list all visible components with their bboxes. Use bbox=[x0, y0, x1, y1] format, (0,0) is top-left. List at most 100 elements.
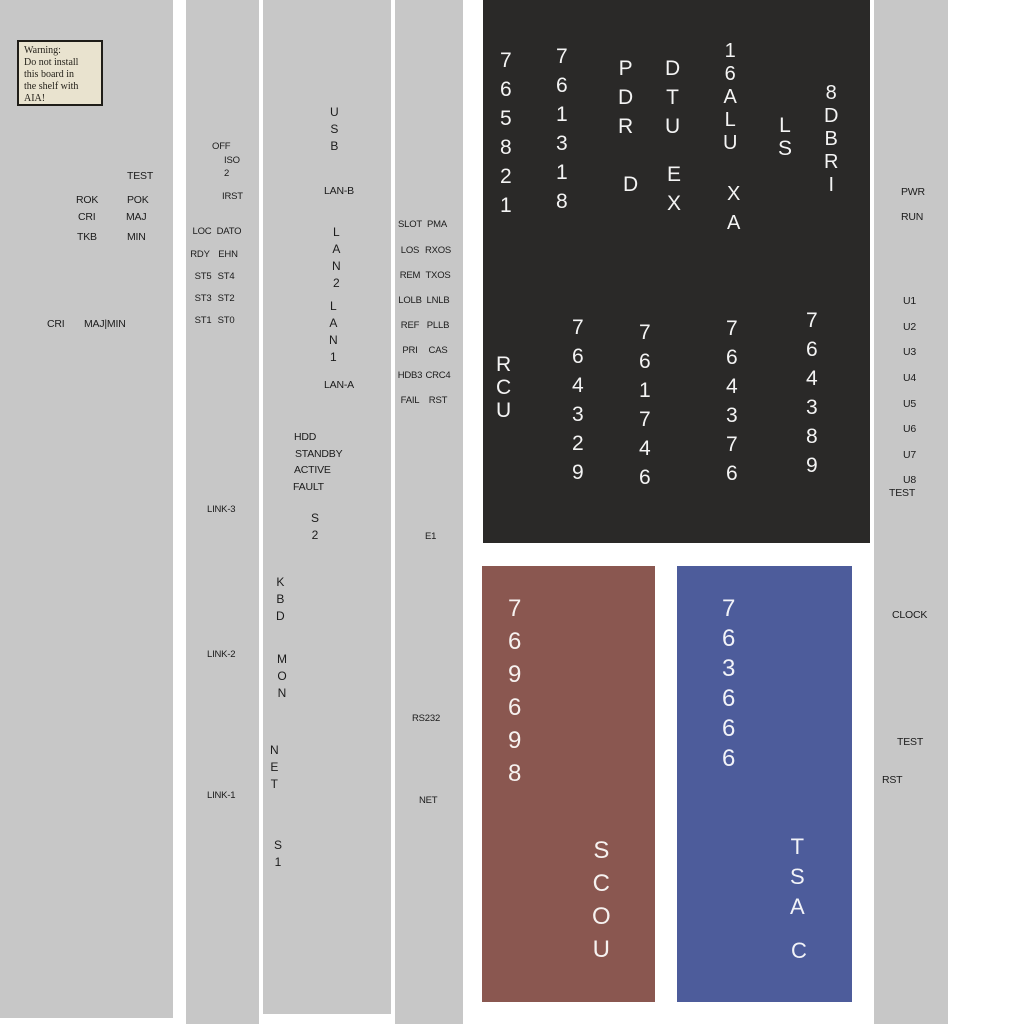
led-label-rdy: RDY bbox=[190, 249, 210, 260]
board-right-clock-panel: PWR RUN U1 U2 U3 U4 U5 U6 U7 U8 TEST CLO… bbox=[874, 0, 948, 1024]
led-label-u8: U8 bbox=[903, 474, 917, 486]
led-label-st0: ST0 bbox=[217, 315, 235, 326]
led-label-lolb: LOLB bbox=[398, 295, 422, 306]
port-label-link1: LINK-1 bbox=[207, 790, 236, 801]
led-label-fail: FAIL bbox=[400, 395, 420, 406]
warning-label: Warning: Do not install this board in th… bbox=[17, 40, 103, 106]
port-label-link2: LINK-2 bbox=[207, 649, 236, 660]
warning-line: Do not install bbox=[24, 57, 79, 68]
led-label-hdd: HDD bbox=[294, 431, 317, 443]
led-label-u2: U2 bbox=[903, 321, 917, 333]
board-2-status-panel: OFF ISO 2 IRST LOC DATO RDY EHN ST5 ST4 … bbox=[186, 0, 259, 1024]
board-4-e1-panel: SLOT PMA LOS RXOS REM TXOS LOLB LNLB REF… bbox=[395, 0, 463, 1024]
label-irst: IRST bbox=[222, 191, 243, 202]
led-label-majmin: MAJ|MIN bbox=[84, 318, 126, 330]
led-label-test: TEST bbox=[127, 170, 154, 182]
led-label-st4: ST4 bbox=[217, 271, 235, 282]
led-label-standby: STANDBY bbox=[295, 448, 343, 460]
led-label-u3: U3 bbox=[903, 346, 917, 358]
port-label-e1: E1 bbox=[425, 531, 437, 542]
led-label-rxos: RXOS bbox=[424, 245, 452, 256]
led-label-maj: MAJ bbox=[126, 211, 147, 223]
led-label-rst: RST bbox=[428, 395, 448, 406]
led-label-rem: REM bbox=[399, 270, 421, 281]
led-label-rok: ROK bbox=[76, 194, 99, 206]
led-label-min: MIN bbox=[127, 231, 146, 243]
port-label-clock: CLOCK bbox=[892, 609, 928, 621]
led-label-ehn: EHN bbox=[218, 249, 238, 260]
button-label-test: TEST bbox=[897, 736, 924, 748]
led-label-crc4: CRC4 bbox=[425, 370, 451, 381]
led-label-cri: CRI bbox=[78, 211, 96, 223]
port-label-net: NET bbox=[419, 795, 438, 806]
led-label-pllb: PLLB bbox=[426, 320, 450, 331]
led-label-st1: ST1 bbox=[194, 315, 212, 326]
led-label-fault: FAULT bbox=[293, 481, 324, 493]
led-label-u4: U4 bbox=[903, 372, 917, 384]
button-label-rst: RST bbox=[882, 774, 903, 786]
led-label-cri-bottom: CRI bbox=[47, 318, 65, 330]
led-label-txos: TXOS bbox=[425, 270, 451, 281]
led-label-slot: SLOT bbox=[397, 219, 422, 230]
led-label-u5: U5 bbox=[903, 398, 917, 410]
warning-line: the shelf with bbox=[24, 81, 79, 92]
led-label-cas: CAS bbox=[428, 345, 448, 356]
led-label-pok: POK bbox=[127, 194, 149, 206]
led-label-los: LOS bbox=[400, 245, 420, 256]
led-label-st2: ST2 bbox=[217, 293, 235, 304]
warning-line: this board in bbox=[24, 69, 74, 80]
led-label-active: ACTIVE bbox=[294, 464, 331, 476]
label-iso-2: 2 bbox=[224, 168, 230, 179]
warning-line: Warning: bbox=[24, 45, 61, 56]
port-label-link3: LINK-3 bbox=[207, 504, 236, 515]
led-label-u6: U6 bbox=[903, 423, 917, 435]
led-label-u7: U7 bbox=[903, 449, 917, 461]
led-label-lnlb: LNLB bbox=[426, 295, 450, 306]
port-label-rs232: RS232 bbox=[412, 713, 441, 724]
led-label-pwr: PWR bbox=[901, 186, 925, 198]
board-name-tsa-c: C bbox=[791, 938, 807, 963]
led-label-test-top: TEST bbox=[889, 487, 916, 499]
led-label-loc: LOC bbox=[192, 226, 212, 237]
led-label-pma: PMA bbox=[427, 219, 447, 230]
led-label-dato: DATO bbox=[216, 226, 242, 237]
port-label-lan-a: LAN-A bbox=[324, 379, 354, 391]
warning-line: AIA! bbox=[24, 93, 46, 104]
led-label-run: RUN bbox=[901, 211, 924, 223]
board-name-pdr-d: D bbox=[623, 173, 639, 196]
led-label-u1: U1 bbox=[903, 295, 917, 307]
led-label-st3: ST3 bbox=[194, 293, 212, 304]
board-1-alarm-panel: Warning: Do not install this board in th… bbox=[0, 0, 173, 1018]
led-label-st5: ST5 bbox=[194, 271, 212, 282]
led-label-hdb3: HDB3 bbox=[397, 370, 423, 381]
label-off: OFF bbox=[212, 141, 231, 152]
